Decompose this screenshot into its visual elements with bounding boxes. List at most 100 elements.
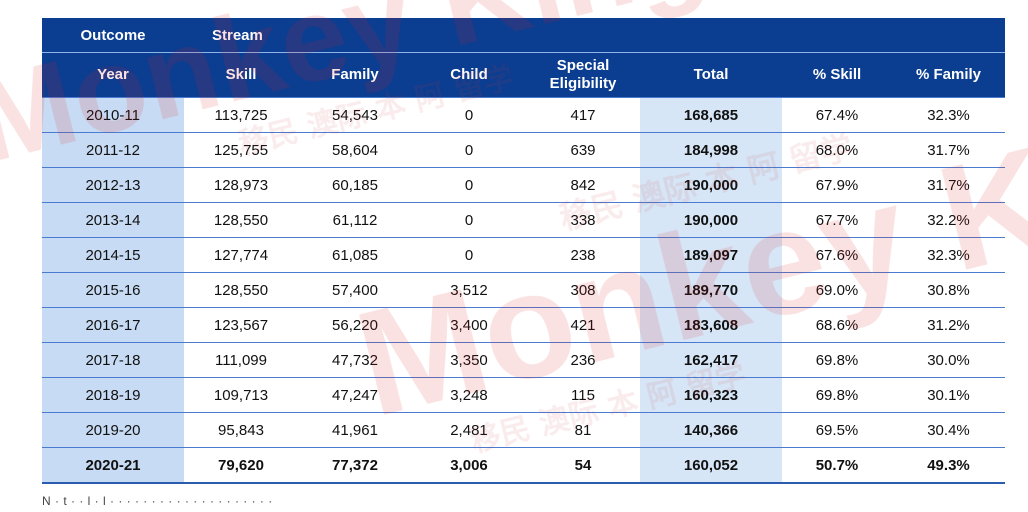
cell-family: 56,220 <box>298 307 412 343</box>
cell-year: 2018-19 <box>42 377 184 413</box>
header-blank <box>298 18 412 53</box>
cell-child: 0 <box>412 237 526 273</box>
header-outcome: Outcome <box>42 18 184 53</box>
header-stream: Stream <box>184 18 298 53</box>
cell-family: 47,247 <box>298 377 412 413</box>
cell-pct-skill: 68.0% <box>782 132 892 168</box>
header-blank <box>640 18 782 53</box>
cell-pct-skill: 69.0% <box>782 272 892 308</box>
cell-skill: 111,099 <box>184 342 298 378</box>
cell-special-eligibility: 421 <box>526 307 640 343</box>
cell-family: 60,185 <box>298 167 412 203</box>
cell-pct-family: 32.3% <box>892 237 1005 273</box>
cell-pct-family: 32.2% <box>892 202 1005 238</box>
cell-pct-skill: 69.8% <box>782 342 892 378</box>
cell-pct-skill: 50.7% <box>782 447 892 484</box>
table-row: 2015-16 128,550 57,400 3,512 308 189,770 69.0%… <box>42 272 1005 308</box>
cell-child: 0 <box>412 132 526 168</box>
cell-family: 61,112 <box>298 202 412 238</box>
cell-child: 3,248 <box>412 377 526 413</box>
cell-total: 162,417 <box>640 342 782 378</box>
cell-year: 2020-21 <box>42 447 184 484</box>
cell-special-eligibility: 236 <box>526 342 640 378</box>
cell-skill: 127,774 <box>184 237 298 273</box>
cell-year: 2019-20 <box>42 412 184 448</box>
cell-special-eligibility: 417 <box>526 97 640 133</box>
column-header-child: Child <box>412 52 526 98</box>
cell-pct-family: 49.3% <box>892 447 1005 484</box>
cell-pct-skill: 69.5% <box>782 412 892 448</box>
cell-pct-skill: 68.6% <box>782 307 892 343</box>
table-row: 2016-17 123,567 56,220 3,400 421 183,608 68.6%… <box>42 307 1005 343</box>
header-blank <box>526 18 640 53</box>
cell-pct-family: 30.8% <box>892 272 1005 308</box>
column-header-total: Total <box>640 52 782 98</box>
table-row: 2019-20 95,843 41,961 2,481 81 140,366 69.5% 30… <box>42 412 1005 448</box>
cell-total: 168,685 <box>640 97 782 133</box>
cell-special-eligibility: 308 <box>526 272 640 308</box>
cell-family: 61,085 <box>298 237 412 273</box>
cell-family: 54,543 <box>298 97 412 133</box>
cell-pct-skill: 67.7% <box>782 202 892 238</box>
cell-pct-family: 31.7% <box>892 132 1005 168</box>
cell-special-eligibility: 338 <box>526 202 640 238</box>
cell-family: 77,372 <box>298 447 412 484</box>
cell-skill: 113,725 <box>184 97 298 133</box>
cell-child: 0 <box>412 167 526 203</box>
table-body: 2010-11 113,725 54,543 0 417 168,685 67.4% 32.3… <box>42 97 1005 484</box>
cell-special-eligibility: 81 <box>526 412 640 448</box>
cell-pct-skill: 67.9% <box>782 167 892 203</box>
column-header-year: Year <box>42 52 184 98</box>
table-container: Outcome Stream Year Skill Family Child S… <box>42 18 1005 484</box>
cell-child: 2,481 <box>412 412 526 448</box>
cell-total: 189,097 <box>640 237 782 273</box>
cell-total: 189,770 <box>640 272 782 308</box>
cell-special-eligibility: 842 <box>526 167 640 203</box>
column-header-pct-skill: % Skill <box>782 52 892 98</box>
cell-special-eligibility: 639 <box>526 132 640 168</box>
cell-skill: 109,713 <box>184 377 298 413</box>
cell-year: 2012-13 <box>42 167 184 203</box>
cell-family: 57,400 <box>298 272 412 308</box>
cell-special-eligibility: 238 <box>526 237 640 273</box>
header-row-columns: Year Skill Family Child Special Eligibil… <box>42 52 1005 98</box>
cell-family: 47,732 <box>298 342 412 378</box>
cell-pct-family: 30.1% <box>892 377 1005 413</box>
cell-year: 2014-15 <box>42 237 184 273</box>
cell-total: 190,000 <box>640 167 782 203</box>
table-row: 2020-21 79,620 77,372 3,006 54 160,052 50.7% 49… <box>42 447 1005 484</box>
cell-pct-family: 31.7% <box>892 167 1005 203</box>
header-blank <box>782 18 892 53</box>
column-header-pct-family: % Family <box>892 52 1005 98</box>
cell-skill: 125,755 <box>184 132 298 168</box>
cell-total: 160,323 <box>640 377 782 413</box>
cell-pct-family: 32.3% <box>892 97 1005 133</box>
cell-year: 2015-16 <box>42 272 184 308</box>
cell-pct-family: 30.0% <box>892 342 1005 378</box>
cell-family: 41,961 <box>298 412 412 448</box>
header-blank <box>412 18 526 53</box>
cell-year: 2016-17 <box>42 307 184 343</box>
cell-child: 3,400 <box>412 307 526 343</box>
cell-total: 183,608 <box>640 307 782 343</box>
table-row: 2012-13 128,973 60,185 0 842 190,000 67.9% 31.7… <box>42 167 1005 203</box>
cell-total: 184,998 <box>640 132 782 168</box>
table-footnote-partial: N · t · · l · l · · · · · · · · · · · · … <box>42 494 273 508</box>
cell-total: 190,000 <box>640 202 782 238</box>
table-row: 2017-18 111,099 47,732 3,350 236 162,417 69.8%… <box>42 342 1005 378</box>
header-row-top: Outcome Stream <box>42 18 1005 53</box>
cell-pct-family: 31.2% <box>892 307 1005 343</box>
cell-year: 2010-11 <box>42 97 184 133</box>
cell-pct-skill: 69.8% <box>782 377 892 413</box>
cell-year: 2013-14 <box>42 202 184 238</box>
cell-year: 2011-12 <box>42 132 184 168</box>
cell-child: 3,006 <box>412 447 526 484</box>
table-row: 2013-14 128,550 61,112 0 338 190,000 67.7% 32.2… <box>42 202 1005 238</box>
cell-skill: 128,550 <box>184 202 298 238</box>
cell-total: 140,366 <box>640 412 782 448</box>
header-blank <box>892 18 1005 53</box>
table-row: 2011-12 125,755 58,604 0 639 184,998 68.0% 31.7… <box>42 132 1005 168</box>
migration-outcome-table: Outcome Stream Year Skill Family Child S… <box>42 18 1005 484</box>
cell-child: 0 <box>412 97 526 133</box>
